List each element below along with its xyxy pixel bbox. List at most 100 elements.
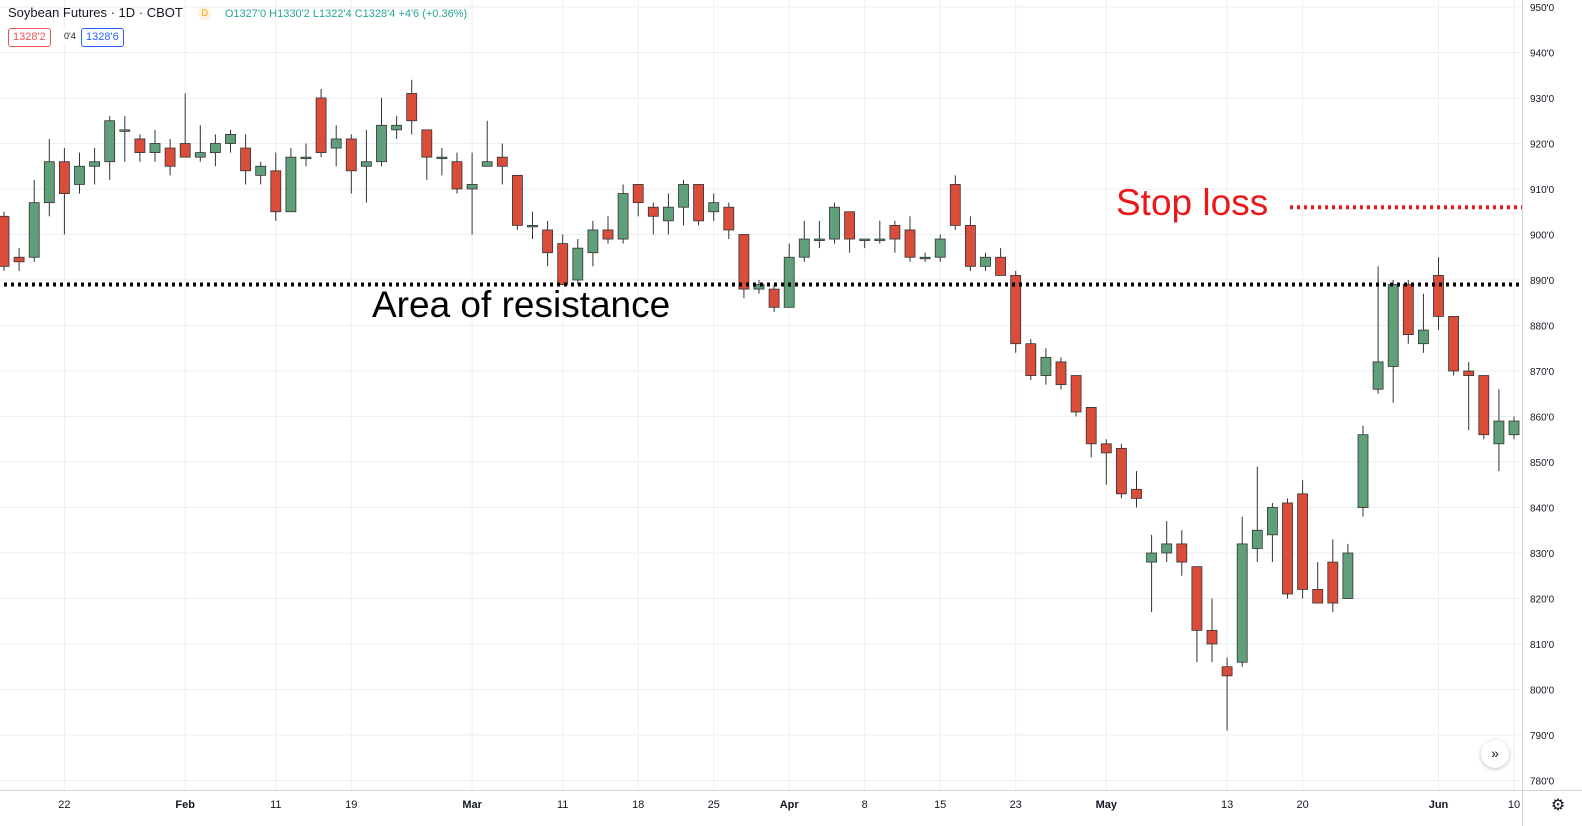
- candle-down: [1070, 375, 1082, 417]
- candle-body: [1357, 434, 1369, 508]
- candle-down: [1025, 339, 1037, 381]
- candle-body: [466, 184, 478, 190]
- candle-body: [889, 224, 901, 240]
- time-axis: 22 Feb 11 19 Mar 11 18 25 Apr 8 15 23 May 13 20 Jun 10: [0, 790, 1582, 811]
- candle-body: [225, 133, 236, 144]
- time-tick-label: Jun: [1429, 799, 1449, 811]
- candle-down: [315, 88, 327, 158]
- candle-body: [859, 238, 871, 241]
- time-tick-label: Mar: [462, 799, 482, 811]
- candle-body: [798, 238, 810, 258]
- price-tick-label: 850'0: [1530, 458, 1555, 469]
- candle-up: [149, 129, 161, 162]
- candle-body: [602, 229, 614, 240]
- candle-body: [421, 129, 433, 158]
- candle-body: [360, 161, 372, 167]
- chart-settings-gear-icon[interactable]: ⚙: [1550, 797, 1566, 814]
- candle-up: [300, 143, 312, 167]
- candle-body: [1267, 507, 1278, 536]
- candle-up: [360, 129, 372, 203]
- candle-down: [768, 284, 780, 312]
- candle-down: [0, 211, 10, 271]
- candle-body: [738, 234, 750, 290]
- candle-up: [980, 252, 991, 271]
- candle-body: [527, 224, 538, 228]
- candle-body: [1161, 543, 1173, 554]
- candle-body: [1508, 420, 1520, 436]
- candle-body: [1025, 343, 1037, 376]
- candle-down: [134, 134, 146, 162]
- data-delayed-badge[interactable]: D: [198, 7, 212, 20]
- candle-up: [255, 161, 267, 185]
- candle-body: [209, 143, 221, 153]
- candle-up: [783, 243, 795, 308]
- candle-body: [1448, 315, 1459, 372]
- candle-down: [13, 248, 25, 271]
- price-tick-label: 870'0: [1530, 367, 1555, 378]
- candle-body: [28, 202, 40, 258]
- price-tick-label: 790'0: [1530, 731, 1555, 742]
- candle-up: [481, 120, 493, 167]
- time-tick-label: 8: [862, 799, 868, 811]
- price-tick-label: 910'0: [1530, 185, 1555, 196]
- candle-down: [542, 220, 553, 267]
- scroll-to-realtime-button[interactable]: »: [1481, 740, 1509, 768]
- candle-up: [1040, 348, 1052, 385]
- candle-body: [255, 165, 267, 176]
- symbol-header: Soybean Futures · 1D · CBOT D O1327'0 H1…: [8, 5, 467, 20]
- candle-body: [13, 256, 25, 263]
- candle-down: [557, 234, 569, 285]
- time-tick-label: 10: [1508, 799, 1520, 811]
- candle-up: [1418, 293, 1429, 353]
- time-tick-label: 15: [934, 799, 946, 811]
- candle-body: [919, 256, 931, 260]
- resistance-label: Area of resistance: [372, 284, 670, 325]
- candle-body: [1146, 552, 1157, 563]
- candle-body: [980, 256, 991, 267]
- candle-body: [995, 256, 1006, 276]
- candle-body: [1478, 375, 1490, 436]
- bid-price-box[interactable]: 1328'2: [8, 28, 51, 47]
- candle-down: [451, 152, 463, 194]
- candle-body: [391, 124, 403, 131]
- candle-body: [572, 247, 584, 281]
- candle-down: [164, 138, 176, 176]
- price-tick-label: 860'0: [1530, 413, 1555, 424]
- candle-body: [1372, 361, 1384, 390]
- candle-down: [1282, 498, 1293, 599]
- candle-down: [1448, 315, 1459, 376]
- candle-body: [663, 206, 674, 222]
- candle-body: [1070, 375, 1082, 413]
- candle-down: [965, 216, 976, 271]
- candle-up: [798, 220, 810, 262]
- candle-body: [617, 193, 629, 240]
- candle-body: [1433, 275, 1444, 317]
- candle-down: [844, 211, 855, 253]
- candle-body: [753, 284, 765, 290]
- candle-down: [1221, 657, 1233, 731]
- candle-body: [844, 211, 855, 240]
- candle-up: [391, 116, 403, 139]
- candle-up: [225, 129, 236, 153]
- candle-body: [1236, 543, 1248, 663]
- candle-down: [1010, 270, 1022, 353]
- candle-down: [406, 79, 418, 135]
- candle-body: [149, 143, 161, 153]
- candle-body: [723, 206, 735, 231]
- candle-body: [194, 152, 206, 158]
- candle-down: [345, 134, 357, 194]
- candle-down: [1463, 361, 1475, 431]
- candle-down: [995, 248, 1006, 276]
- ask-price-box[interactable]: 1328'6: [81, 28, 124, 47]
- candle-body: [1100, 443, 1112, 454]
- symbol-title[interactable]: Soybean Futures · 1D · CBOT: [8, 5, 183, 20]
- candle-body: [1085, 406, 1097, 445]
- candle-down: [949, 175, 961, 230]
- candle-down: [1100, 439, 1112, 485]
- candle-body: [164, 147, 176, 167]
- candle-body: [0, 215, 10, 267]
- candle-up: [104, 116, 116, 180]
- price-tick-label: 820'0: [1530, 595, 1555, 606]
- candle-body: [708, 202, 720, 213]
